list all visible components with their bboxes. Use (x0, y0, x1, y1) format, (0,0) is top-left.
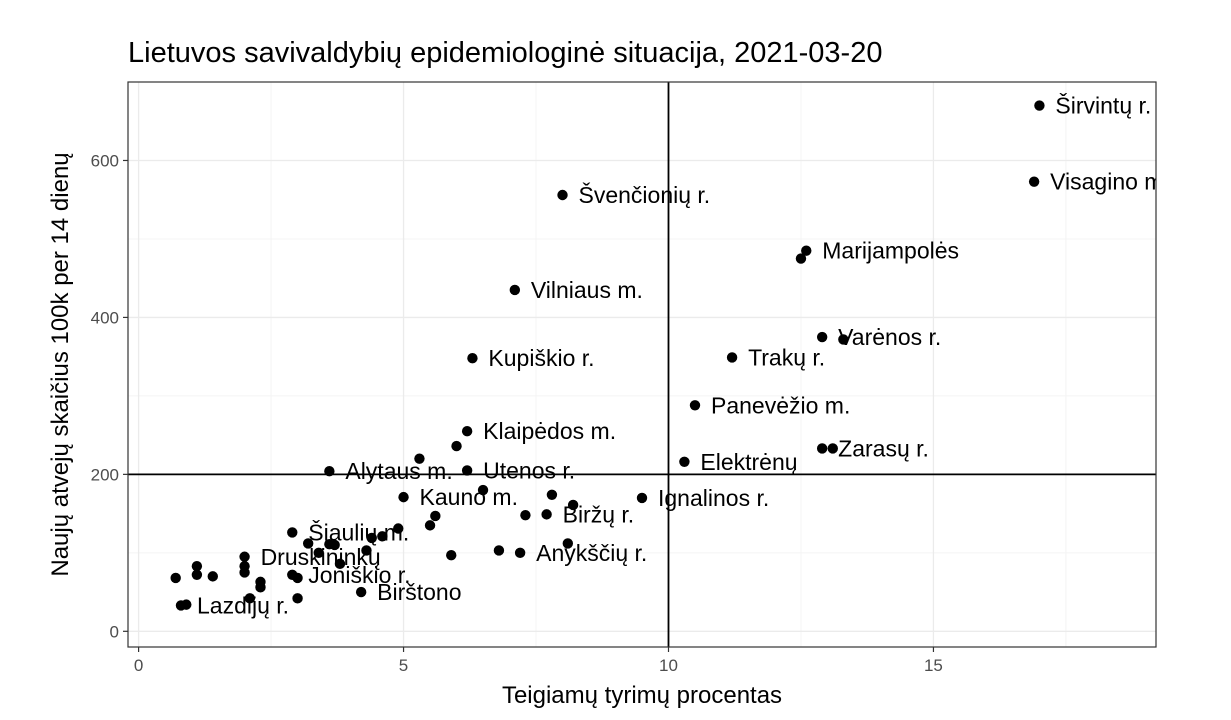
data-point (546, 489, 558, 500)
data-point (414, 453, 425, 464)
data-point (239, 551, 250, 562)
point-label: Vilniaus m. (531, 277, 643, 303)
y-tick-label: 200 (91, 465, 119, 484)
data-point (398, 491, 409, 503)
data-point (514, 547, 526, 559)
point-label: Varėnos r. (838, 324, 941, 350)
data-point (430, 510, 441, 522)
data-points (170, 100, 1045, 611)
axis-ticks: 0 5 10 15 0 200 400 600 (91, 151, 943, 675)
data-point (520, 509, 531, 521)
data-point (467, 353, 478, 364)
data-point (477, 484, 489, 496)
point-label: Elektrėnų (700, 449, 797, 475)
x-tick-label: 5 (399, 656, 408, 675)
data-point (181, 599, 192, 610)
data-point (191, 569, 203, 581)
x-tick-label: 10 (659, 656, 678, 675)
data-point (636, 492, 648, 504)
y-axis-title: Naujų atvejų skaičius 100k per 14 dienų (47, 152, 74, 576)
data-point (292, 593, 303, 604)
data-point (313, 547, 324, 559)
point-label: Joniškio r. (308, 562, 410, 588)
data-point (170, 572, 181, 584)
data-point (377, 531, 388, 542)
chart-title: Lietuvos savivaldybių epidemiologinė sit… (128, 37, 882, 69)
plot-panel-border (127, 81, 1157, 648)
data-point (239, 567, 250, 578)
data-point (679, 456, 690, 468)
data-point (567, 499, 579, 511)
data-point (361, 545, 372, 556)
point-label: Marijampolės (822, 238, 959, 264)
data-point (795, 253, 807, 264)
data-point (244, 593, 256, 604)
data-point (726, 352, 738, 363)
data-point (557, 189, 568, 201)
data-point (424, 520, 436, 531)
point-label: Švenčionių r. (579, 181, 711, 208)
y-tick-label: 0 (110, 622, 119, 641)
x-tick-label: 15 (924, 656, 943, 675)
point-label: Kauno m. (420, 484, 518, 510)
point-labels: Širvintų r. Visagino m. Švenčionių r. Marij… (197, 92, 1170, 619)
point-label: Alytaus m. (345, 458, 452, 484)
data-point (334, 558, 346, 570)
point-label: Anykščių r. (536, 540, 647, 566)
point-label: Kupiškio r. (488, 345, 594, 371)
data-point (493, 545, 505, 556)
point-label: Biržų r. (563, 501, 635, 527)
point-label: Širvintų r. (1055, 92, 1151, 119)
point-label: Druskininkų (261, 544, 381, 570)
data-point (287, 527, 298, 538)
data-point (827, 443, 838, 454)
point-label: Šiaulių m. (308, 518, 409, 545)
data-point (451, 440, 462, 452)
data-point (446, 549, 457, 561)
data-point (329, 539, 340, 551)
data-point (816, 331, 828, 343)
data-point (355, 586, 367, 598)
point-label: Trakų r. (748, 344, 825, 370)
data-point (393, 523, 404, 534)
data-point (461, 426, 473, 437)
data-point (324, 466, 335, 477)
y-tick-label: 600 (91, 151, 119, 170)
data-point (541, 509, 552, 520)
data-point (1028, 176, 1040, 187)
data-point (816, 443, 828, 454)
data-point (191, 560, 203, 572)
point-label: Birštono (377, 579, 461, 605)
point-label: Klaipėdos m. (483, 418, 616, 444)
point-label: Ignalinos r. (658, 485, 769, 511)
point-label: Utenos r. (483, 457, 575, 483)
point-label: Zarasų r. (838, 435, 929, 461)
y-tick-label: 400 (91, 308, 119, 327)
reference-lines (128, 82, 1156, 647)
point-label: Panevėžio m. (711, 392, 850, 418)
data-point (689, 400, 701, 411)
point-label: Visagino m. (1050, 169, 1170, 195)
data-point (838, 334, 849, 345)
data-point (509, 284, 521, 296)
data-point (461, 465, 473, 476)
x-axis-title: Teigiamų tyrimų procentas (502, 682, 782, 709)
data-point (366, 532, 377, 544)
data-point (562, 538, 574, 549)
data-point (801, 245, 812, 256)
point-label: Lazdijų r. (197, 592, 289, 618)
data-point (292, 572, 303, 584)
data-point (1034, 100, 1045, 111)
data-point (302, 538, 314, 549)
x-tick-label: 0 (134, 656, 143, 675)
data-point (207, 571, 218, 582)
data-point (255, 582, 266, 593)
